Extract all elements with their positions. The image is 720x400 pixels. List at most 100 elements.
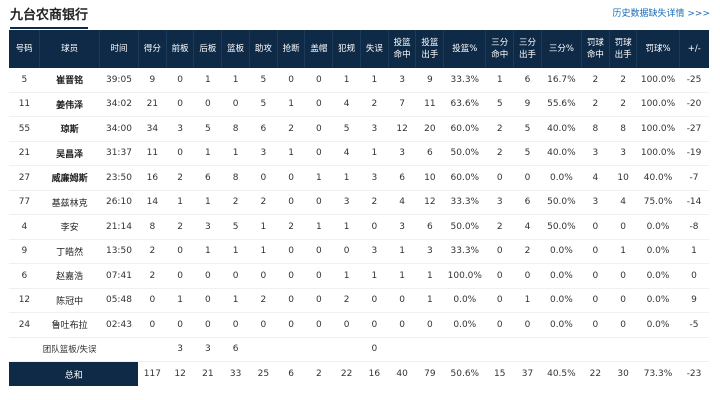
stat-cell: -20 [679, 92, 709, 117]
column-header[interactable]: 抢断 [277, 30, 306, 68]
total-cell: 79 [424, 369, 436, 379]
stat-cell: 1 [332, 263, 361, 289]
stat-cell: 3 [360, 239, 389, 264]
player-name[interactable]: 基兹林克 [39, 190, 100, 215]
stat-cell: 0 [581, 263, 610, 289]
column-header[interactable]: 投篮 出手 [415, 30, 445, 68]
stat-cell: 2 [332, 288, 361, 313]
stat-cell: 0 [581, 312, 610, 338]
stat-cell: 3 [360, 165, 389, 191]
column-header[interactable]: 前板 [166, 30, 195, 68]
stat-cell: 100.0% [636, 68, 680, 93]
stat-cell [679, 337, 709, 362]
stat-cell: 2 [138, 239, 167, 264]
stat-cell [249, 337, 278, 362]
player-row[interactable]: 24 鲁吐布拉 02:43 0 0 0 0 0 0 0 0 0 0 0 0.0% 0 0 0.0% 0 0 0.0% -5 [9, 312, 709, 338]
column-header[interactable]: 三分 出手 [513, 30, 542, 68]
column-header[interactable]: 后板 [193, 30, 223, 68]
stat-cell: 1 [166, 288, 194, 313]
player-name[interactable]: 琼斯 [39, 116, 100, 142]
column-header[interactable]: 三分 命中 [485, 30, 515, 68]
stat-cell: 3 [415, 239, 444, 264]
stat-cell: 0.0% [636, 263, 680, 289]
player-row[interactable]: 6 赵嘉浩 07:41 2 0 0 0 0 0 0 1 1 1 1 100.0% 0 0 0.0% 0 0 0.0% 0 [9, 263, 709, 289]
player-name[interactable]: 丁皓然 [39, 239, 100, 264]
column-header[interactable]: 助攻 [249, 30, 278, 68]
stat-cell: 0 [360, 214, 389, 240]
stat-cell: 26:10 [99, 190, 139, 215]
stat-cell: 0 [277, 190, 305, 215]
column-header[interactable]: 得分 [138, 30, 167, 68]
player-name[interactable]: 赵嘉浩 [39, 263, 100, 289]
player-name[interactable]: 姜伟泽 [39, 92, 100, 117]
column-header[interactable]: 号码 [9, 30, 41, 68]
stat-cell: 0 [193, 92, 222, 117]
column-header[interactable]: 时间 [99, 30, 139, 68]
stat-cell: 0 [193, 312, 222, 338]
player-name[interactable]: 陈冠中 [39, 288, 100, 313]
player-name[interactable]: 鲁吐布拉 [39, 312, 100, 338]
column-header[interactable]: 投篮% [443, 30, 487, 68]
stat-cell: 0 [513, 312, 542, 338]
stat-cell: 1 [332, 214, 361, 240]
total-cell: 30 [617, 369, 629, 379]
history-data-link[interactable]: 历史数据缺失详情 >>> [612, 9, 710, 19]
stat-cell: 2 [485, 214, 514, 240]
player-row[interactable]: 5 崔晋铭 39:05 9 0 1 1 5 0 0 1 1 3 9 33.3% 1 6 16.7% 2 2 100.0%… [9, 68, 709, 93]
total-cell: 117 [143, 369, 161, 379]
stat-cell: 40.0% [636, 165, 680, 191]
total-cell: 22 [340, 369, 353, 379]
player-row[interactable]: 55 琼斯 34:00 34 3 5 8 6 2 0 5 3 12 20 60.0% 2 5 40.0% 8 8 100… [9, 116, 709, 142]
column-header[interactable]: 篮板 [221, 30, 250, 68]
stat-cell: 0 [388, 312, 416, 338]
stat-cell: 100.0% [636, 141, 680, 166]
stat-cell: 34:02 [99, 92, 139, 117]
stat-cell: 3 [332, 190, 361, 215]
column-header[interactable]: 罚球 命中 [581, 30, 610, 68]
stat-cell: 100.0% [636, 92, 680, 117]
box-score-table: 号码 球员 时间 得分 前板 后板 篮板 助攻 抢断 盖帽 犯规 失误 投篮 命中 投篮 出手 投篮% 三分 命中三… [9, 30, 709, 386]
stat-cell [581, 337, 610, 362]
column-header[interactable]: 罚球% [636, 30, 680, 68]
column-header[interactable]: 失误 [360, 30, 389, 68]
column-header[interactable]: 球员 [39, 30, 100, 68]
player-number: 77 [9, 190, 40, 215]
stat-cell [138, 337, 167, 362]
stat-cell: 1 [166, 190, 194, 215]
stat-cell: 5 [193, 116, 222, 142]
player-row[interactable]: 9 丁皓然 13:50 2 0 1 1 1 0 0 0 3 1 3 33.3% 0 2 0.0% 0 1 0.0% 1 [9, 239, 709, 264]
stat-cell: 1 [221, 68, 250, 93]
player-row[interactable]: 21 吴昌泽 31:37 11 0 1 1 3 1 0 4 1 3 6 50.0% 2 5 40.0% 3 3 100.… [9, 141, 709, 166]
stat-cell: 9 [513, 92, 542, 117]
column-header[interactable]: 犯规 [332, 30, 361, 68]
player-row[interactable]: 12 陈冠中 05:48 0 1 0 1 2 0 0 2 0 0 1 0.0% 0 1 0.0% 0 0 0.0% 9 [9, 288, 709, 313]
stat-cell: 39:05 [99, 68, 139, 93]
column-header[interactable]: 盖帽 [304, 30, 334, 68]
player-row[interactable]: 11 姜伟泽 34:02 21 0 0 0 5 1 0 4 2 7 11 63.6% 5 9 55.6% 2 2 100… [9, 92, 709, 117]
player-name[interactable]: 吴昌泽 [39, 141, 100, 166]
title-bar: 九台农商银行 历史数据缺失详情 >>> [0, 0, 720, 30]
stat-cell: 0 [485, 239, 514, 264]
player-number: 24 [9, 312, 40, 338]
stat-cell [277, 337, 305, 362]
column-header[interactable]: +/- [679, 30, 709, 68]
stat-cell: 21:14 [99, 214, 139, 240]
stat-cell: 0 [277, 165, 305, 191]
stat-cell: 1 [221, 239, 250, 264]
player-row[interactable]: 27 威廉姆斯 23:50 16 2 6 8 0 0 1 1 3 6 10 60.0% 0 0 0.0% 4 10 40… [9, 165, 709, 191]
column-header[interactable]: 罚球 出手 [609, 30, 638, 68]
stat-cell: 0 [166, 312, 194, 338]
stat-cell [388, 337, 416, 362]
player-name[interactable]: 李安 [39, 214, 100, 240]
column-header[interactable]: 三分% [541, 30, 582, 68]
column-header[interactable]: 投篮 命中 [388, 30, 417, 68]
stat-cell: 6 [415, 214, 444, 240]
player-row[interactable]: 4 李安 21:14 8 2 3 5 1 2 1 1 0 3 6 50.0% 2 4 50.0% 0 0 0.0% -8 [9, 214, 709, 240]
stat-cell: 0 [221, 312, 250, 338]
player-name[interactable]: 崔晋铭 [39, 68, 100, 93]
stat-cell: 1 [513, 288, 542, 313]
empty-cell [9, 337, 40, 362]
player-row[interactable]: 77 基兹林克 26:10 14 1 1 2 2 0 0 3 2 4 12 33.3% 3 6 50.0% 3 4 75… [9, 190, 709, 215]
player-name[interactable]: 威廉姆斯 [39, 165, 100, 191]
stat-cell: 6 [513, 68, 542, 93]
